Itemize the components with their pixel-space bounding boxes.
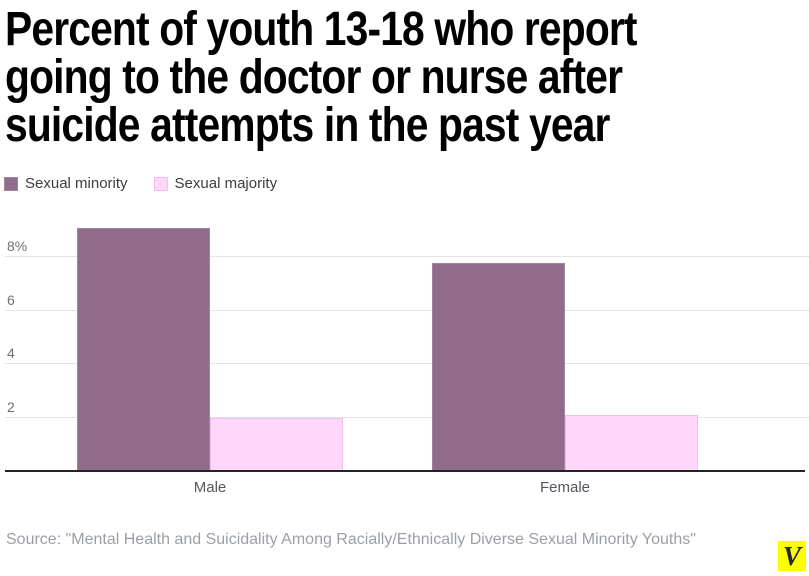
gridline-6 [5,309,809,311]
chart-title: Percent of youth 13-18 who report going … [5,6,748,150]
legend: Sexual minority Sexual majority [4,175,277,192]
bar-male-sexual-minority [77,228,210,471]
title-line-3: suicide attempts in the past year [5,99,610,152]
y-tick-label-4: 4 [7,345,15,362]
vox-logo-letter: V [782,540,801,571]
legend-swatch-sexual-majority [153,176,168,191]
x-axis-label-male: Male [193,479,227,496]
legend-item-sexual-minority: Sexual minority [4,175,128,192]
title-line-2: going to the doctor or nurse after [5,51,623,104]
gridline-4 [5,363,809,365]
gridline-2 [5,416,809,418]
legend-label-sexual-minority: Sexual minority [25,175,128,192]
source-text: Source: "Mental Health and Suicidality A… [6,531,696,548]
vox-logo: V [778,541,806,571]
legend-item-sexual-majority: Sexual majority [153,175,278,192]
y-tick-label-2: 2 [7,398,15,415]
bar-female-sexual-minority [432,263,565,471]
y-tick-label-6: 6 [7,291,15,308]
x-axis-label-female: Female [539,479,591,496]
bar-female-sexual-majority [565,415,698,471]
title-line-1: Percent of youth 13-18 who report [5,3,638,56]
bar-chart: 2 4 6 8% Male Female [0,225,809,496]
gridline-8 [5,256,809,258]
legend-swatch-sexual-minority [4,176,18,191]
x-axis-baseline [5,470,805,472]
y-tick-label-8: 8% [7,238,28,255]
bar-male-sexual-majority [210,418,343,471]
legend-label-sexual-majority: Sexual majority [174,175,278,192]
